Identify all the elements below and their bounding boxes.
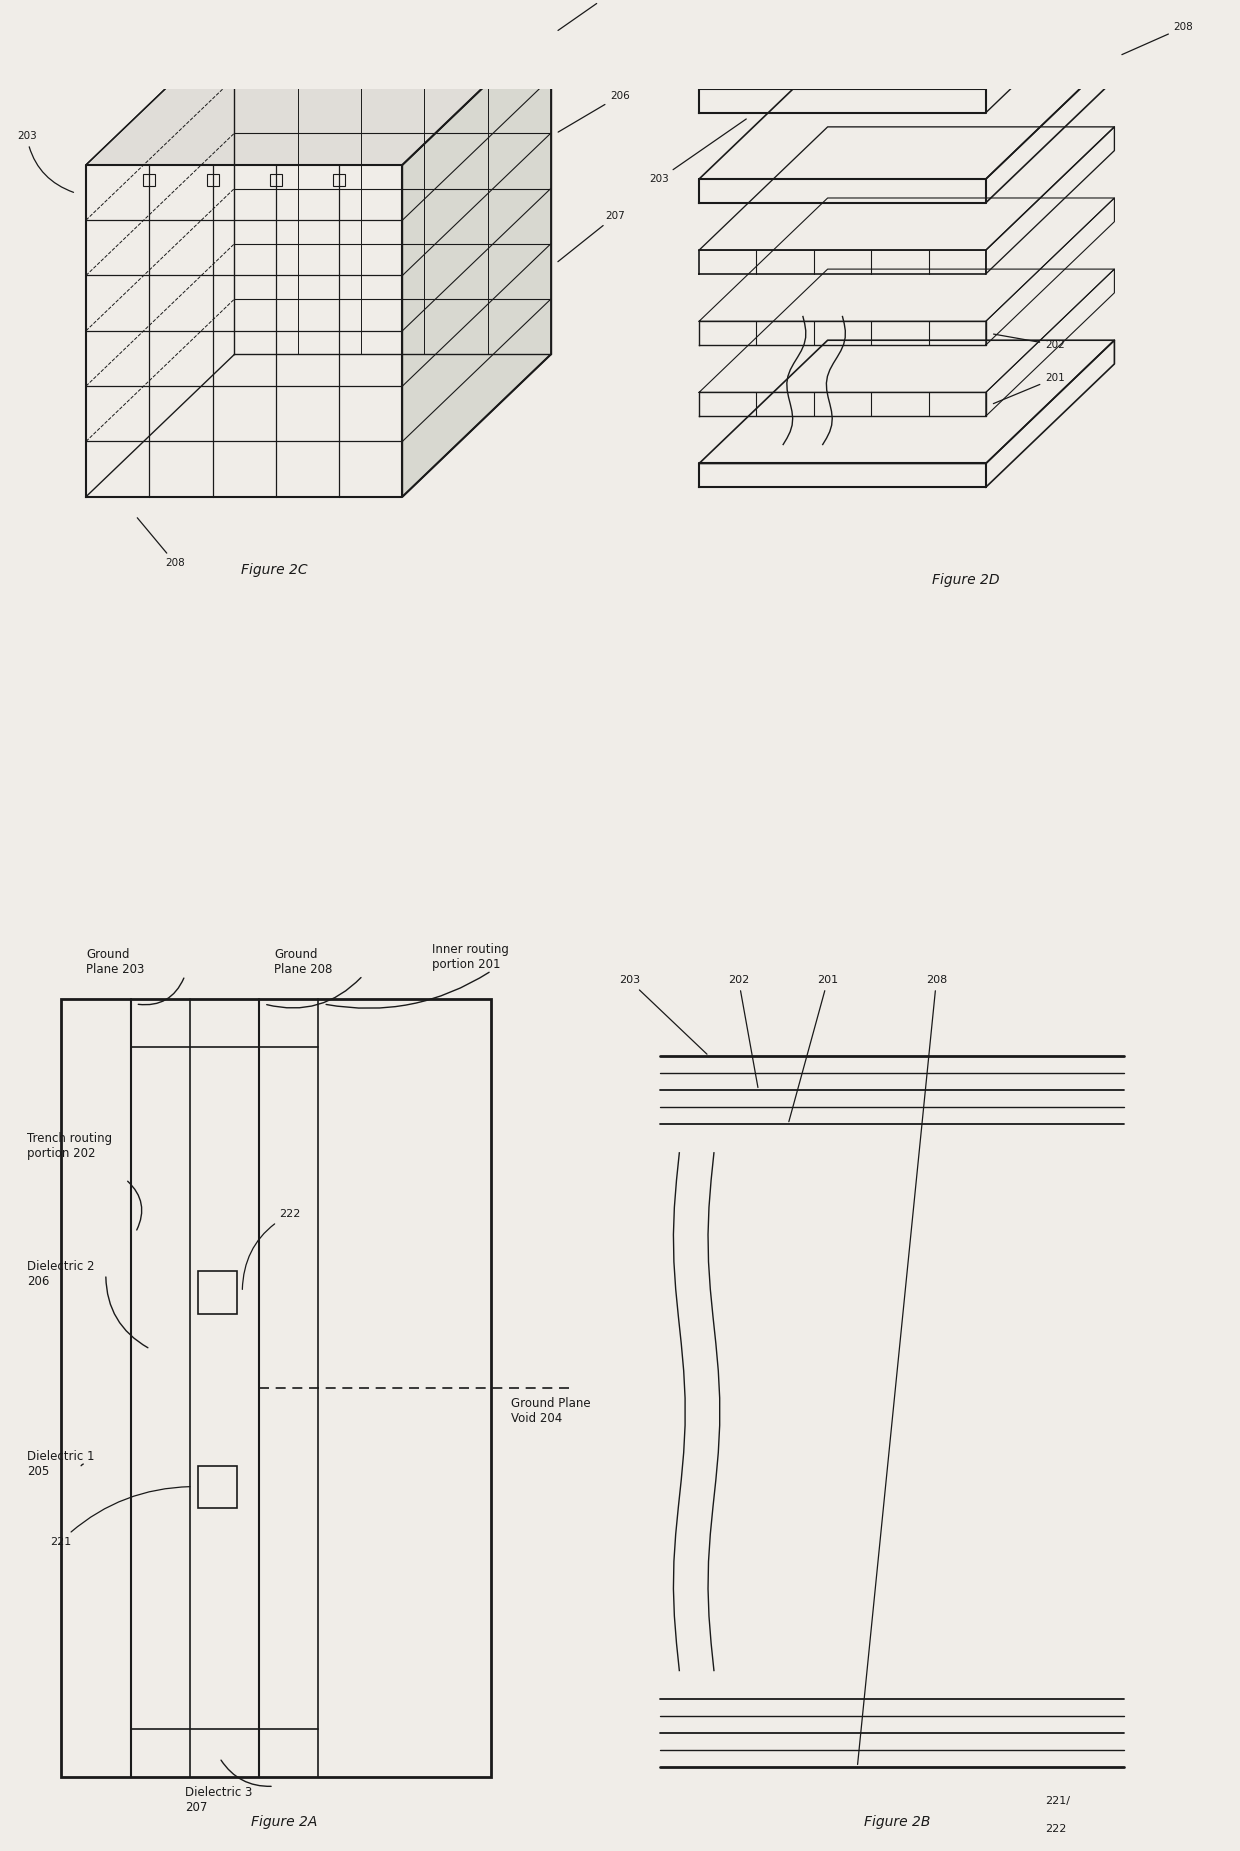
Text: 202: 202 xyxy=(728,975,758,1088)
Text: Figure 2B: Figure 2B xyxy=(864,1814,930,1829)
Text: Ground
Plane 203: Ground Plane 203 xyxy=(86,948,144,975)
Text: 221: 221 xyxy=(50,1486,190,1547)
Text: Figure 2A: Figure 2A xyxy=(250,1814,317,1829)
Text: 222: 222 xyxy=(1045,1823,1066,1834)
Text: 222: 222 xyxy=(242,1209,300,1290)
Polygon shape xyxy=(403,22,551,496)
Text: 203: 203 xyxy=(619,975,707,1055)
Text: 208: 208 xyxy=(138,518,185,568)
Text: 207: 207 xyxy=(558,211,625,261)
Bar xyxy=(334,174,345,185)
Bar xyxy=(144,174,155,185)
Polygon shape xyxy=(86,22,551,165)
Bar xyxy=(198,1272,237,1314)
Text: 221/: 221/ xyxy=(1045,1795,1070,1807)
Text: Dielectric 3
207: Dielectric 3 207 xyxy=(185,1786,252,1814)
Text: 203: 203 xyxy=(17,131,73,193)
Bar xyxy=(198,1466,237,1509)
Text: 208: 208 xyxy=(1122,22,1193,56)
Text: 201: 201 xyxy=(789,975,838,1122)
Text: Figure 2C: Figure 2C xyxy=(241,563,308,578)
Bar xyxy=(270,174,281,185)
Text: 203: 203 xyxy=(650,118,746,183)
Text: 201: 201 xyxy=(993,374,1065,404)
Text: Trench routing
portion 202: Trench routing portion 202 xyxy=(27,1133,112,1161)
Text: Ground Plane
Void 204: Ground Plane Void 204 xyxy=(511,1398,590,1425)
Text: 206: 206 xyxy=(558,91,630,131)
Text: 208: 208 xyxy=(858,975,947,1764)
Bar xyxy=(207,174,218,185)
Text: Dielectric 1
205: Dielectric 1 205 xyxy=(27,1449,94,1477)
Text: Figure 2D: Figure 2D xyxy=(932,572,999,587)
Text: 202: 202 xyxy=(993,333,1065,350)
Bar xyxy=(61,1000,491,1777)
Text: Inner routing
portion 201: Inner routing portion 201 xyxy=(432,942,508,970)
Text: 205: 205 xyxy=(558,0,620,30)
Text: Dielectric 2
206: Dielectric 2 206 xyxy=(27,1261,94,1288)
Text: Ground
Plane 208: Ground Plane 208 xyxy=(274,948,332,975)
